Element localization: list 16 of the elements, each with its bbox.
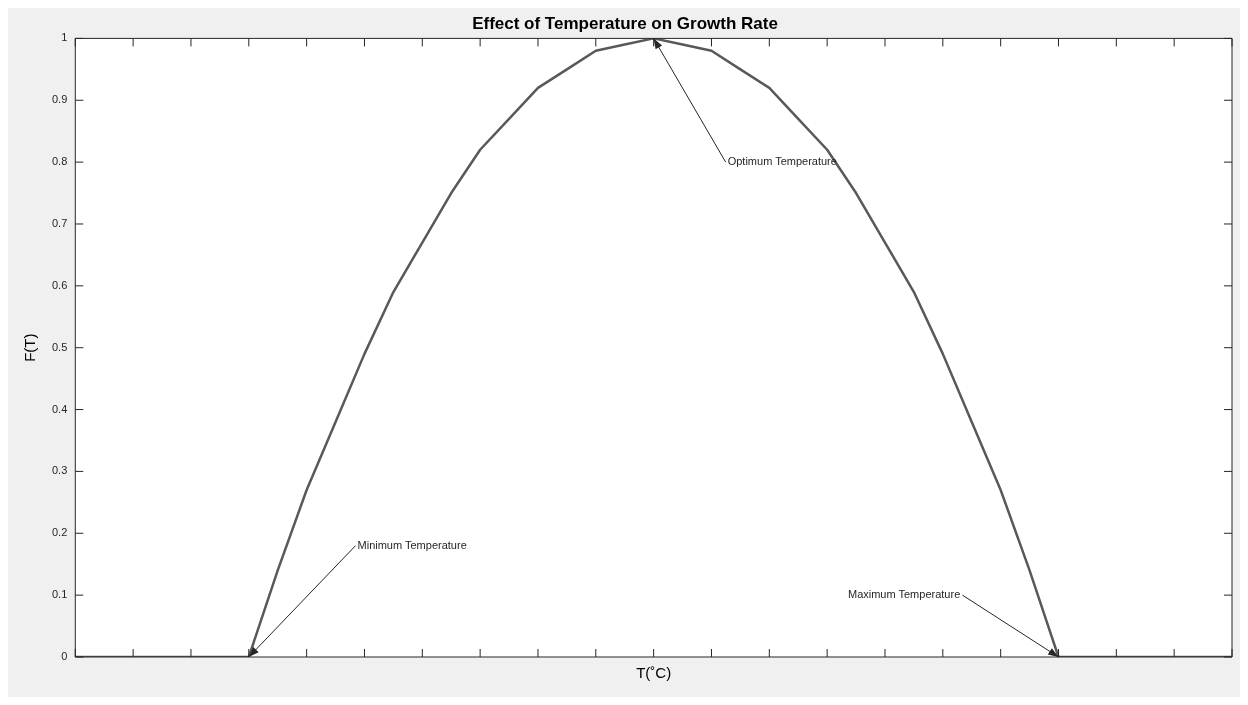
y-tick-label: 0.6 [51, 278, 68, 291]
y-tick-label: 0.8 [51, 155, 68, 168]
y-tick-label: 0.1 [51, 588, 68, 601]
y-tick-label: 0.3 [51, 464, 68, 477]
annotation: Maximum Temperature [847, 588, 961, 601]
y-tick-label: 0.9 [51, 93, 68, 106]
y-tick-label: 1 [61, 31, 68, 44]
y-tick-label: 0.4 [51, 402, 68, 415]
y-tick-label: 0.2 [51, 526, 68, 539]
annotation: Minimum Temperature [357, 538, 467, 551]
x-axis-title: T(˚C) [636, 664, 672, 682]
y-axis-title: F(T) [21, 333, 39, 362]
y-tick-label: 0 [61, 650, 68, 663]
y-tick-label: 0.5 [51, 340, 68, 353]
y-tick-label: 0.7 [51, 217, 68, 230]
chart-title: Effect of Temperature on Growth Rate [472, 13, 778, 33]
